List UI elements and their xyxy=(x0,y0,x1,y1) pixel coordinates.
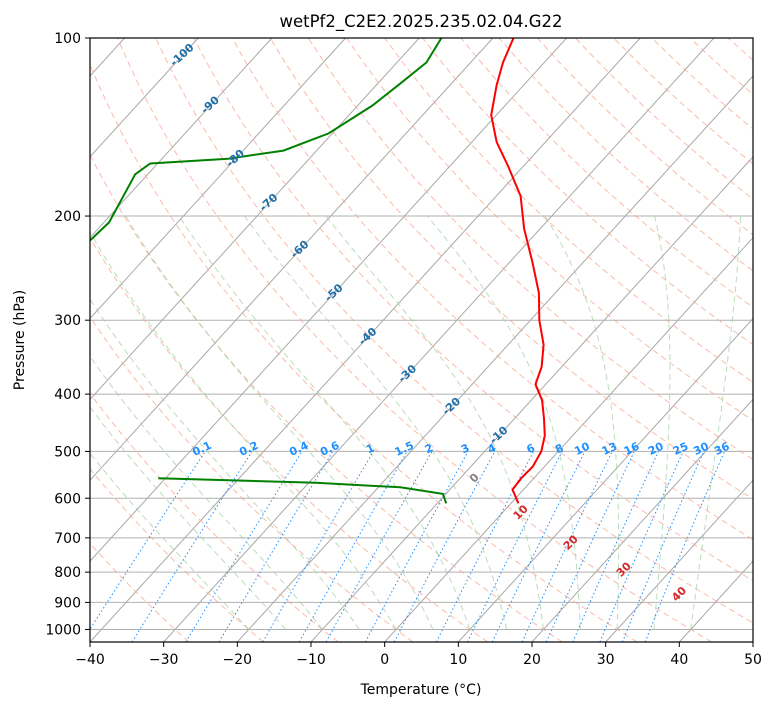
x-axis-ticks: −40 −30 −20 −10 0 10 20 30 40 50 xyxy=(75,642,762,668)
y-tick-label: 200 xyxy=(54,209,81,225)
isotherm-line xyxy=(90,38,567,562)
mixing-ratio-line xyxy=(435,451,535,642)
y-axis-ticks: 100 200 300 400 500 600 700 800 900 1000 xyxy=(45,31,90,638)
dry-adiabat xyxy=(90,63,638,642)
dry-adiabat xyxy=(193,38,753,582)
dry-adiabat xyxy=(90,236,488,642)
moist-adiabat xyxy=(125,215,434,630)
y-tick-label: 800 xyxy=(54,565,81,581)
y-tick-label: 600 xyxy=(54,491,81,507)
y-tick-label: 100 xyxy=(54,31,81,47)
mixing-ratio-label: 20 xyxy=(646,440,666,458)
moist-adiabat xyxy=(90,298,360,630)
chart-title: wetPf2_C2E2.2025.235.02.04.G22 xyxy=(279,12,562,32)
x-tick-label: −30 xyxy=(149,652,179,668)
mixing-ratio-line xyxy=(364,451,469,642)
dry-adiabat xyxy=(90,542,190,642)
isotherm-line xyxy=(236,75,753,642)
moist-adiabat xyxy=(90,452,250,630)
y-tick-label: 300 xyxy=(54,313,81,329)
mixing-ratio-label: 16 xyxy=(622,440,642,458)
isotherm-line xyxy=(90,38,494,482)
moist-adiabat xyxy=(690,215,741,630)
dry-adiabat xyxy=(307,38,753,461)
dry-adiabat xyxy=(231,38,753,541)
moist-adiabat xyxy=(90,231,397,630)
isotherm-line xyxy=(457,317,753,642)
moist-adiabat xyxy=(90,355,323,630)
dry-adiabat xyxy=(346,38,753,422)
isotherm-line xyxy=(90,38,273,239)
moist-adiabat xyxy=(653,215,671,630)
y-tick-label: 700 xyxy=(54,531,81,547)
isotherm-line xyxy=(90,38,641,642)
dry-adiabat xyxy=(117,38,712,642)
dry-adiabat xyxy=(90,468,264,642)
mixing-ratio-label: 13 xyxy=(600,440,619,458)
profile-line xyxy=(490,38,546,504)
isotherm-line xyxy=(90,38,199,158)
x-axis-label: Temperature (°C) xyxy=(360,682,482,698)
isotherm-line xyxy=(605,479,753,642)
isotherm-line xyxy=(163,38,715,642)
profile-line xyxy=(158,477,448,504)
isotherm-line xyxy=(90,38,346,320)
dry-adiabat xyxy=(155,38,753,624)
mixing-ratio-line xyxy=(572,451,660,642)
profile-line xyxy=(90,38,443,242)
dry-adiabat xyxy=(90,153,563,642)
background-lines xyxy=(90,38,753,642)
x-tick-label: 40 xyxy=(670,652,688,668)
mixing-ratio-label: 30 xyxy=(691,440,711,458)
mixing-ratio-line xyxy=(644,451,725,642)
dry-adiabat xyxy=(269,38,753,500)
x-tick-label: 0 xyxy=(380,652,389,668)
x-tick-label: 30 xyxy=(597,652,615,668)
y-tick-label: 1000 xyxy=(45,622,81,638)
y-tick-label: 900 xyxy=(54,595,81,611)
mixing-ratio-line xyxy=(185,451,303,642)
mixing-ratio-line xyxy=(90,451,206,631)
x-tick-label: 50 xyxy=(744,652,762,668)
mixing-ratio-line xyxy=(621,451,705,642)
plot-frame xyxy=(89,37,754,643)
x-tick-label: 20 xyxy=(523,652,541,668)
mixing-ratio-label: 36 xyxy=(712,440,732,458)
y-axis-label: Pressure (hPa) xyxy=(12,290,28,390)
moist-adiabat xyxy=(544,215,620,630)
isotherm-line xyxy=(90,38,420,401)
x-tick-label: −20 xyxy=(223,652,253,668)
mixing-ratio-line xyxy=(599,451,684,642)
x-tick-label: 10 xyxy=(449,652,467,668)
mixing-ratio-line xyxy=(298,451,408,642)
y-tick-label: 500 xyxy=(54,444,81,460)
moist-adiabat xyxy=(178,215,471,630)
profile-lines xyxy=(90,38,546,504)
isotherm-line xyxy=(384,236,753,642)
moist-adiabat xyxy=(427,215,581,630)
x-tick-label: −40 xyxy=(75,652,105,668)
mixing-ratio-label: 10 xyxy=(572,440,592,458)
mixing-ratio-line xyxy=(467,451,563,642)
mixing-ratio-line xyxy=(325,451,433,642)
y-tick-label: 400 xyxy=(54,387,81,403)
x-tick-label: −10 xyxy=(296,652,326,668)
isotherm-line xyxy=(531,398,753,642)
mixing-ratio-label: 25 xyxy=(671,440,690,458)
